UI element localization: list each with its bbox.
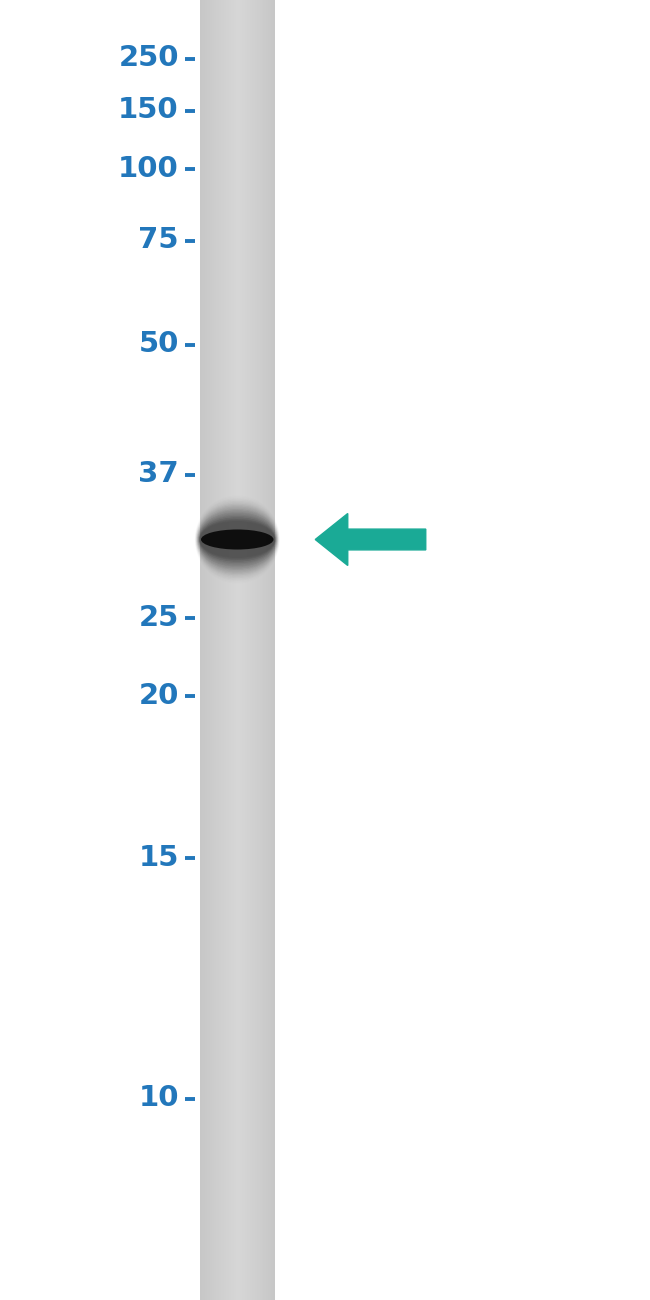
Bar	[210, 0, 212, 1300]
Bar	[207, 0, 209, 1300]
Text: 20: 20	[138, 681, 179, 710]
Bar	[224, 0, 226, 1300]
Ellipse shape	[199, 517, 276, 562]
Bar	[216, 0, 218, 1300]
Text: 75: 75	[138, 226, 179, 255]
Bar	[251, 0, 253, 1300]
Bar	[232, 0, 234, 1300]
Bar	[248, 0, 250, 1300]
Bar	[255, 0, 257, 1300]
Bar	[214, 0, 216, 1300]
Bar	[254, 0, 255, 1300]
Ellipse shape	[200, 521, 274, 558]
Bar	[250, 0, 252, 1300]
Ellipse shape	[199, 516, 276, 563]
Bar	[209, 0, 211, 1300]
Bar	[262, 0, 264, 1300]
Bar	[206, 0, 208, 1300]
Text: 150: 150	[118, 96, 179, 125]
Bar	[211, 0, 213, 1300]
Bar	[246, 0, 248, 1300]
Bar	[222, 0, 224, 1300]
FancyArrow shape	[315, 514, 426, 566]
Text: 37: 37	[138, 460, 179, 489]
Bar	[221, 0, 223, 1300]
Bar	[261, 0, 263, 1300]
Bar	[233, 0, 235, 1300]
Bar	[227, 0, 229, 1300]
Bar	[240, 0, 242, 1300]
Text: 10: 10	[138, 1084, 179, 1113]
Bar	[257, 0, 259, 1300]
Bar	[214, 0, 216, 1300]
Bar	[220, 0, 222, 1300]
Bar	[256, 0, 258, 1300]
Ellipse shape	[197, 507, 278, 572]
Bar	[259, 0, 260, 1300]
Bar	[252, 0, 254, 1300]
Bar	[263, 0, 265, 1300]
Text: 100: 100	[118, 155, 179, 183]
Bar	[268, 0, 270, 1300]
Bar	[239, 0, 240, 1300]
Bar	[217, 0, 219, 1300]
Bar	[203, 0, 205, 1300]
Bar	[272, 0, 274, 1300]
Bar	[218, 0, 220, 1300]
Bar	[200, 0, 202, 1300]
Bar	[265, 0, 266, 1300]
Bar	[231, 0, 233, 1300]
Bar	[226, 0, 228, 1300]
Ellipse shape	[200, 520, 275, 559]
Ellipse shape	[199, 520, 276, 559]
Text: 250: 250	[118, 44, 179, 73]
Bar	[242, 0, 244, 1300]
Text: 50: 50	[138, 330, 179, 359]
Text: 25: 25	[138, 603, 179, 632]
Bar	[266, 0, 268, 1300]
Bar	[201, 0, 203, 1300]
Bar	[241, 0, 243, 1300]
Ellipse shape	[200, 519, 275, 560]
Bar	[274, 0, 276, 1300]
Bar	[235, 0, 237, 1300]
Ellipse shape	[197, 506, 278, 573]
Bar	[247, 0, 249, 1300]
Bar	[202, 0, 204, 1300]
Ellipse shape	[198, 510, 277, 569]
Ellipse shape	[198, 515, 276, 564]
Bar	[225, 0, 227, 1300]
Bar	[213, 0, 214, 1300]
Bar	[205, 0, 207, 1300]
Bar	[271, 0, 273, 1300]
Ellipse shape	[201, 529, 274, 550]
Bar	[244, 0, 246, 1300]
Ellipse shape	[198, 512, 277, 567]
Bar	[260, 0, 261, 1300]
Bar	[236, 0, 238, 1300]
Bar	[244, 0, 246, 1300]
Bar	[237, 0, 239, 1300]
Ellipse shape	[198, 511, 277, 568]
Ellipse shape	[198, 514, 276, 566]
Bar	[270, 0, 272, 1300]
Bar	[229, 0, 231, 1300]
Bar	[230, 0, 231, 1300]
Bar	[267, 0, 269, 1300]
Text: 15: 15	[138, 844, 179, 872]
